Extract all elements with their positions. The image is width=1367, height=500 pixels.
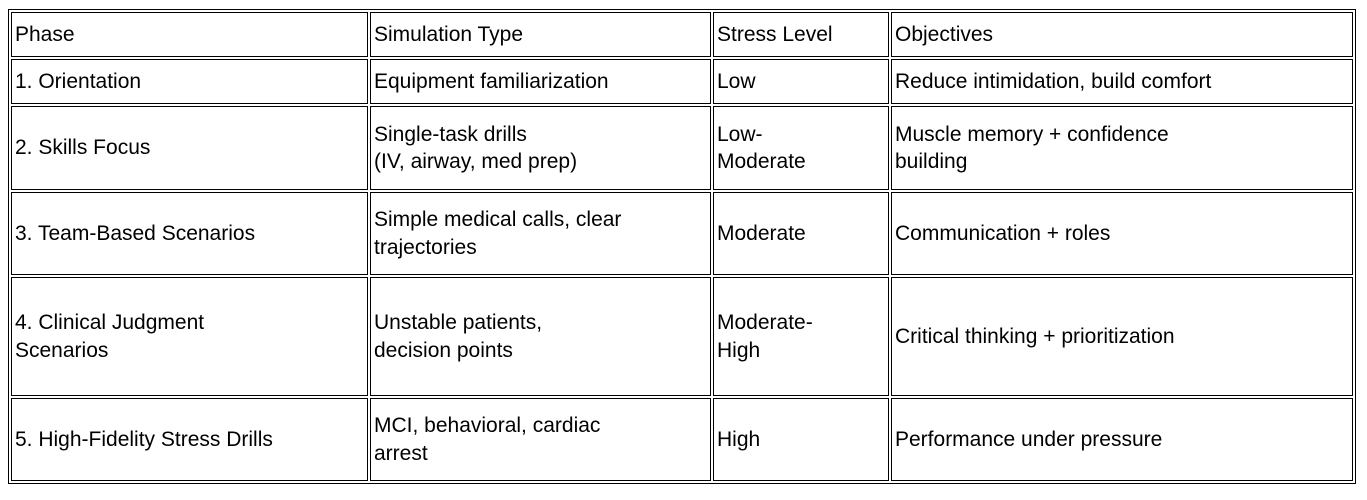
table-cell: 4. Clinical Judgment Scenarios — [11, 277, 368, 396]
table-cell: Simple medical calls, clear trajectories — [370, 192, 711, 275]
table-row: 4. Clinical Judgment Scenarios Unstable p… — [11, 277, 1353, 396]
table-cell: High — [713, 398, 889, 481]
table-cell: Critical thinking + prioritization — [891, 277, 1353, 396]
table-row: 2. Skills Focus Single-task drills (IV, a… — [11, 106, 1353, 190]
table-cell: 3. Team-Based Scenarios — [11, 192, 368, 275]
table-row: 1. Orientation Equipment familiarization L… — [11, 59, 1353, 104]
header-cell: Stress Level — [713, 12, 889, 57]
table-row: 5. High-Fidelity Stress Drills MCI, behav… — [11, 398, 1353, 481]
table-cell: 1. Orientation — [11, 59, 368, 104]
header-cell: Phase — [11, 12, 368, 57]
phase-table: Phase Simulation Type Stress Level Objectiv… — [8, 9, 1356, 484]
table-cell: Low- Moderate — [713, 106, 889, 190]
table-row: 3. Team-Based Scenarios Simple medical ca… — [11, 192, 1353, 275]
table-cell: 2. Skills Focus — [11, 106, 368, 190]
header-row: Phase Simulation Type Stress Level Objectiv… — [11, 12, 1353, 57]
table-cell: Reduce intimidation, build comfort — [891, 59, 1353, 104]
header-cell: Objectives — [891, 12, 1353, 57]
table-cell: Muscle memory + confidence building — [891, 106, 1353, 190]
table-cell: MCI, behavioral, cardiac arrest — [370, 398, 711, 481]
table-cell: Performance under pressure — [891, 398, 1353, 481]
table-cell: Moderate- High — [713, 277, 889, 396]
header-cell: Simulation Type — [370, 12, 711, 57]
table-cell: Single-task drills (IV, airway, med prep… — [370, 106, 711, 190]
table-cell: Unstable patients, decision points — [370, 277, 711, 396]
table-body: Phase Simulation Type Stress Level Objectiv… — [11, 12, 1353, 481]
table-cell: Equipment familiarization — [370, 59, 711, 104]
table-cell: Communication + roles — [891, 192, 1353, 275]
table-cell: Low — [713, 59, 889, 104]
table-cell: Moderate — [713, 192, 889, 275]
table-cell: 5. High-Fidelity Stress Drills — [11, 398, 368, 481]
